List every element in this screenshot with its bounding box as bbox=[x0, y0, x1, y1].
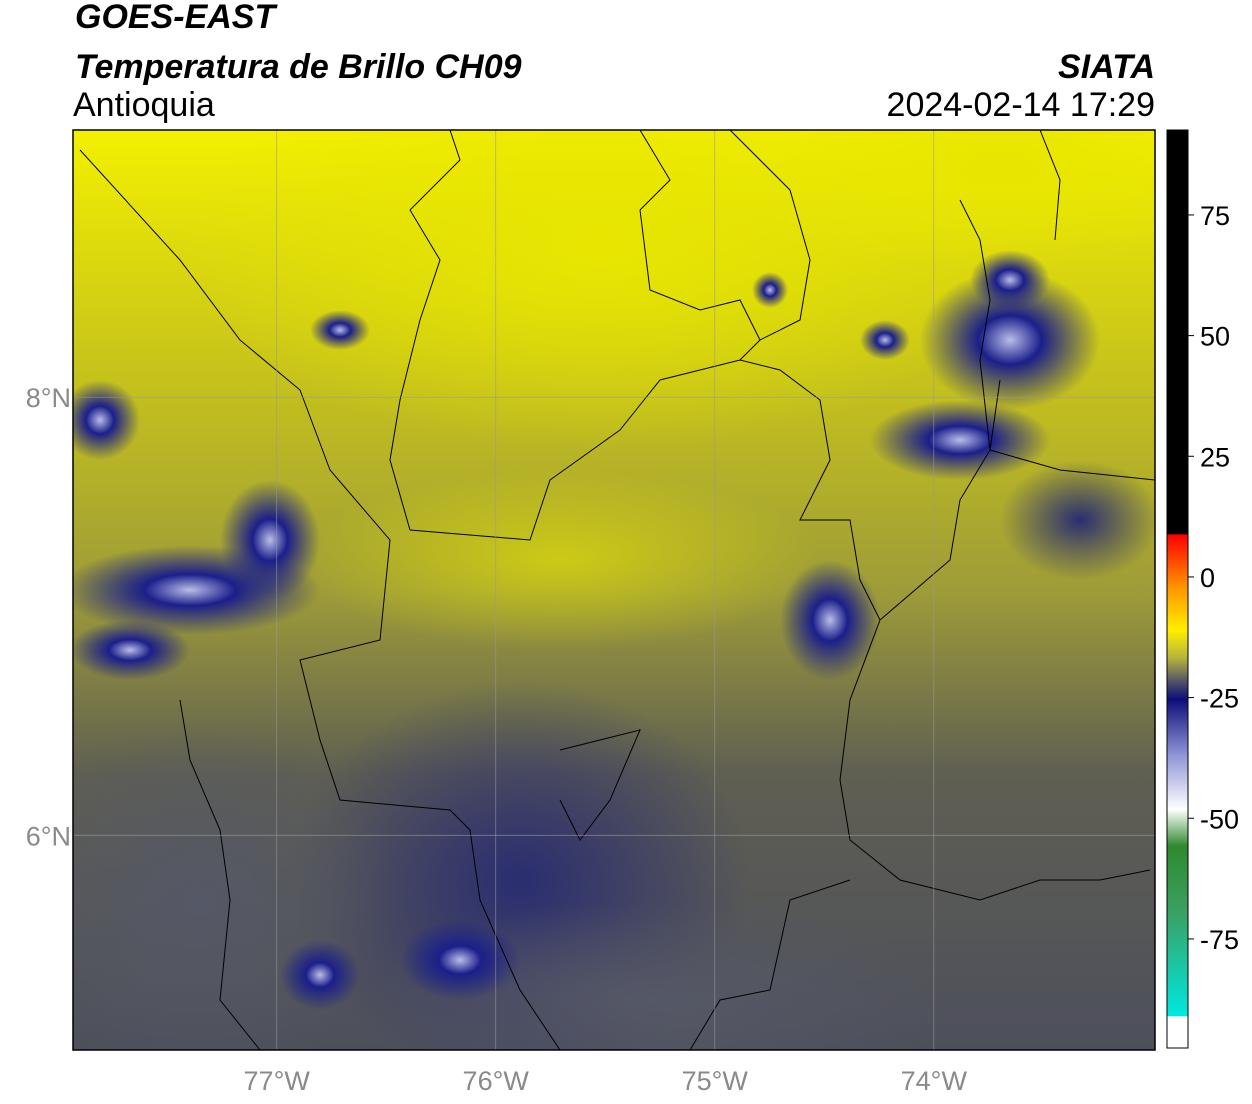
datetime: 2024-02-14 17:29 bbox=[887, 86, 1155, 124]
subtitle: Temperatura de Brillo CH09 bbox=[75, 48, 522, 86]
colorbar bbox=[1166, 129, 1189, 1049]
x-tick-label: 76°W bbox=[463, 1066, 530, 1096]
x-tick-label: 74°W bbox=[901, 1066, 968, 1096]
colorbar-tick-label: 25 bbox=[1200, 442, 1230, 472]
colorbar-tick-label: 75 bbox=[1200, 201, 1230, 231]
map-image bbox=[73, 130, 1155, 1050]
colorbar-tick-label: -25 bbox=[1200, 684, 1239, 714]
colorbar-tick-label: -50 bbox=[1200, 804, 1239, 834]
colorbar-tick-label: 0 bbox=[1200, 563, 1215, 593]
source: SIATA bbox=[1058, 48, 1155, 86]
colorbar-tick-label: 50 bbox=[1200, 322, 1230, 352]
y-tick-label: 6°N bbox=[26, 821, 71, 851]
y-tick-label: 8°N bbox=[26, 383, 71, 413]
title: GOES-EAST bbox=[75, 0, 278, 36]
grid bbox=[73, 130, 1155, 1050]
colorbar-tick-label: -75 bbox=[1200, 925, 1239, 955]
x-tick-label: 77°W bbox=[244, 1066, 311, 1096]
region: Antioquia bbox=[73, 86, 215, 124]
map-frame bbox=[72, 129, 1156, 1051]
x-tick-label: 75°W bbox=[682, 1066, 749, 1096]
